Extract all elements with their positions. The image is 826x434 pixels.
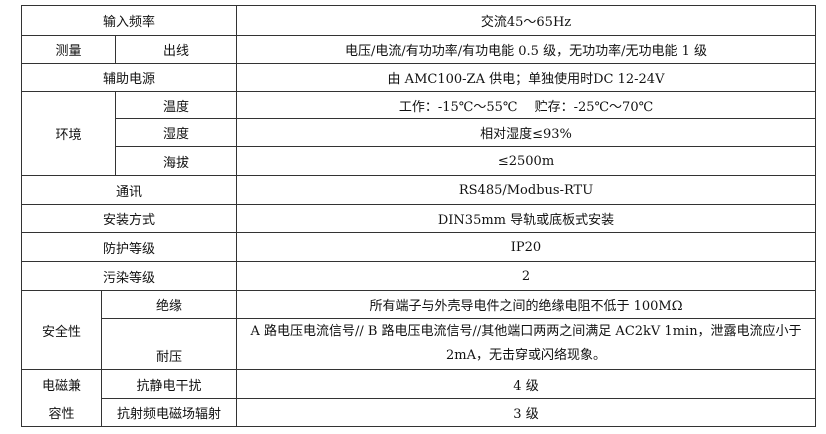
table-row: 海拔 ≤2500m	[22, 146, 816, 176]
value: 工作：-15℃～55℃ 贮存：-25℃～70℃	[236, 91, 816, 119]
label: 输入频率	[20, 5, 238, 36]
table-row: 污染等级 2	[20, 261, 816, 291]
table-row: 环境 温度 工作：-15℃～55℃ 贮存：-25℃～70℃	[21, 91, 816, 176]
label: 抗射频电磁场辐射	[101, 398, 237, 427]
value: 2	[236, 261, 816, 291]
label: 绝缘	[101, 290, 237, 319]
spec-table-top: 输入频率 交流45～65Hz 测量 出线 电压/电流/有功功率/有功电能 0.5 级，…	[20, 5, 816, 291]
group: 环境	[21, 91, 116, 176]
table-row: 防护等级 IP20	[20, 232, 816, 262]
label: 通讯	[20, 175, 238, 205]
table-row: 测量 出线 电压/电流/有功功率/有功电能 0.5 级，无功功率/无功电能 1 级	[21, 35, 816, 64]
label: 抗静电干扰	[101, 369, 237, 399]
table-row: 湿度 相对湿度≤93%	[22, 118, 816, 147]
group-line2: 容性	[21, 398, 102, 427]
label: 污染等级	[20, 261, 238, 291]
table-row: 输入频率 交流45～65Hz	[20, 5, 816, 36]
spec-table-bottom: 安全性 绝缘 所有端子与外壳导电件之间的绝缘电阻不低于 100MΩ 耐压 A 路电压电…	[21, 290, 816, 427]
value: IP20	[236, 232, 816, 262]
value: 由 AMC100-ZA 供电；单独使用时DC 12-24V	[236, 63, 816, 92]
label: 辅助电源	[20, 63, 238, 92]
value: 交流45～65Hz	[236, 5, 816, 36]
value: DIN35mm 导轨或底板式安装	[236, 204, 816, 233]
value: 4 级	[236, 369, 816, 399]
table-row: 安全性 绝缘 所有端子与外壳导电件之间的绝缘电阻不低于 100MΩ	[21, 290, 816, 370]
label: 海拔	[114, 146, 238, 176]
label: 耐压	[101, 318, 237, 370]
label: 安装方式	[20, 204, 238, 233]
label: 出线	[114, 35, 238, 64]
table-row: 耐压 A 路电压电流信号// B 路电压电流信号//其他端口两两之间满足 AC2k…	[22, 318, 816, 370]
value: ≤2500m	[236, 146, 816, 176]
value: A 路电压电流信号// B 路电压电流信号//其他端口两两之间满足 AC2kV …	[236, 318, 816, 370]
group: 安全性	[21, 290, 102, 370]
value: 所有端子与外壳导电件之间的绝缘电阻不低于 100MΩ	[236, 290, 816, 319]
label: 温度	[114, 91, 238, 119]
value: 相对湿度≤93%	[236, 118, 816, 147]
label: 防护等级	[20, 232, 238, 262]
table-row: 电磁兼 抗静电干扰 4 级	[21, 369, 816, 399]
group: 测量	[21, 35, 116, 64]
group-line1: 电磁兼	[21, 369, 102, 399]
table-row: 通讯 RS485/Modbus-RTU	[20, 175, 816, 205]
value: 3 级	[236, 398, 816, 427]
table-row: 辅助电源由 AMC100-ZA 供电；单独使用时DC 12-24V	[20, 63, 816, 92]
value: 电压/电流/有功功率/有功电能 0.5 级，无功功率/无功电能 1 级	[236, 35, 816, 64]
table-row: 容性 抗射频电磁场辐射 3 级	[21, 398, 816, 427]
table-row: 安装方式 DIN35mm 导轨或底板式安装	[20, 204, 816, 233]
value: RS485/Modbus-RTU	[236, 175, 816, 205]
label: 湿度	[114, 118, 238, 147]
